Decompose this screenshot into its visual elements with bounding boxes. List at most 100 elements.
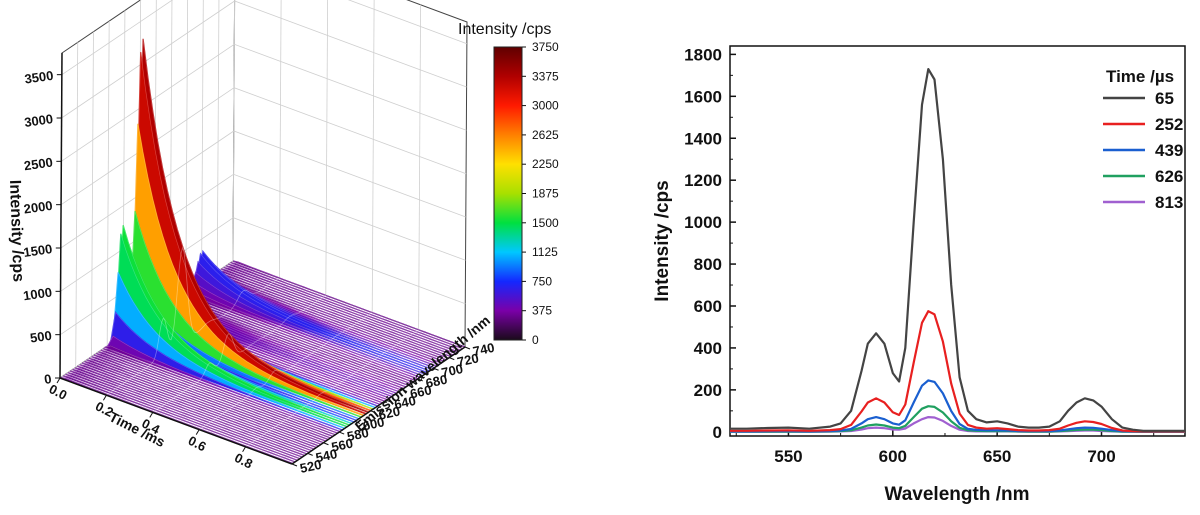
surface-ridge <box>221 268 454 356</box>
surface-ridge <box>218 270 451 357</box>
t-gridline <box>279 0 282 279</box>
surface-slice <box>69 370 303 458</box>
wavelength-tick-label: 540 <box>314 446 338 465</box>
legend-title: Time /µs <box>1106 67 1174 86</box>
wavelength-tick <box>291 463 298 467</box>
time-tick-label: 0.8 <box>232 450 255 472</box>
surface-ridge <box>67 372 301 459</box>
surface-slice <box>88 357 322 445</box>
surface-slice <box>218 270 452 358</box>
colorbar-tick-label: 3750 <box>532 40 559 54</box>
surface-slice <box>65 373 298 461</box>
time-tick-label: 0.0 <box>47 381 70 403</box>
t-gridline <box>232 0 236 262</box>
surface-slice <box>103 345 339 435</box>
surface-ridge <box>96 353 329 440</box>
colorbar-tick-label: 3375 <box>532 69 559 83</box>
surface-slice <box>77 365 310 453</box>
x-axis-title: Wavelength /nm <box>885 484 1030 505</box>
colorbar-tick-label: 0 <box>532 333 539 347</box>
surface-ridge <box>131 123 364 416</box>
surface-ridge <box>136 38 369 413</box>
surface-ridge <box>60 377 293 464</box>
surface-ridge <box>181 295 414 383</box>
line-chart-series <box>730 67 1185 433</box>
surface-time-line <box>198 312 373 430</box>
surface-ridge <box>117 225 350 426</box>
time-tick <box>56 377 61 384</box>
y-tick-label: 200 <box>694 381 722 400</box>
surface-ridge <box>79 364 312 451</box>
surface-ridge <box>223 267 456 354</box>
colorbar-title: Intensity /cps <box>458 21 551 38</box>
surface-slice <box>176 298 409 386</box>
w-gridline <box>91 31 94 357</box>
colorbar-tick-label: 2625 <box>532 128 559 142</box>
series-line-439 <box>730 379 1185 433</box>
colorbar-tick-label: 1875 <box>532 187 559 201</box>
wavelength-tick-label: 520 <box>299 457 323 476</box>
surface-ridge <box>183 293 416 381</box>
surface-slice <box>112 272 346 430</box>
surface-ridge <box>93 354 326 442</box>
t-gridline <box>418 4 421 330</box>
surface-slice <box>114 233 348 428</box>
surface-slice <box>213 273 447 361</box>
colorbar-tick-label: 1500 <box>532 216 559 230</box>
surface-ridge <box>110 311 343 431</box>
y-tick-label: 1400 <box>684 129 722 148</box>
3d-gridlines <box>59 0 468 379</box>
z-axis-label: Intensity /cps <box>6 180 27 283</box>
y-tick-label: 1800 <box>684 45 722 64</box>
surface-ridge <box>190 271 423 376</box>
wavelength-tick-label: 660 <box>409 382 433 401</box>
surface-slice <box>62 375 296 463</box>
wavelength-tick <box>307 452 313 456</box>
surface-ridge <box>112 272 345 429</box>
surface-ridge <box>84 361 317 448</box>
surface-slice <box>79 364 312 452</box>
x-tick-label: 550 <box>774 447 802 466</box>
colorbar-tick-label: 3000 <box>532 99 559 113</box>
colorbar-tick-label: 750 <box>532 274 552 288</box>
wavelength-tick <box>354 420 361 424</box>
surface-slice <box>232 260 466 348</box>
w-gridline <box>216 0 220 272</box>
colorbar-tick-label: 2250 <box>532 157 559 171</box>
surface-ridge <box>216 271 449 359</box>
surface-ridge <box>107 335 341 432</box>
z-tick-label: 2500 <box>23 154 54 173</box>
t-gridline <box>325 0 329 296</box>
x-tick-label: 650 <box>983 447 1011 466</box>
surface-slice <box>128 211 362 419</box>
wavelength-tick-label: 680 <box>424 372 448 391</box>
wavelength-tick-label: 740 <box>472 340 496 359</box>
z-tick-label: 3000 <box>23 111 54 130</box>
legend-label: 252 <box>1155 115 1183 134</box>
surface-slice <box>230 262 463 350</box>
y-tick-label: 0 <box>713 423 722 442</box>
line-chart-axes: 0 200 400 600 800 1000 1200 1400 1600 1800 550 600 6… <box>684 45 1155 466</box>
z-tick-label: 1000 <box>22 284 53 303</box>
time-axis <box>59 377 293 465</box>
surface-ridge <box>192 261 426 375</box>
colorbar-tick-label: 375 <box>532 304 552 318</box>
wavelength-tick <box>433 367 439 371</box>
surface-slice <box>199 253 433 370</box>
surface-3d-chart: 05001000150020002500300035000.00.20.40.6… <box>6 0 559 476</box>
wavelength-tick <box>401 389 408 393</box>
surface-ridge <box>72 369 305 456</box>
y-tick-label: 1600 <box>684 87 722 106</box>
wavelength-tick-label: 620 <box>377 404 401 423</box>
z-tick-label: 0 <box>43 371 52 387</box>
wavelength-tick <box>338 431 345 435</box>
wavelength-tick-label: 580 <box>346 425 370 444</box>
surface-ridge <box>114 233 348 427</box>
time-tick <box>149 412 154 418</box>
legend-label: 439 <box>1155 141 1183 160</box>
legend: Time /µs 65 252 439 626 813 <box>1103 67 1183 212</box>
w-gridline <box>106 21 110 347</box>
surface-slice <box>81 362 315 450</box>
colorbar: Intensity /cps 0 375 750 1125 1500 1875 2250 26… <box>458 21 559 347</box>
w-gridline <box>201 0 204 283</box>
